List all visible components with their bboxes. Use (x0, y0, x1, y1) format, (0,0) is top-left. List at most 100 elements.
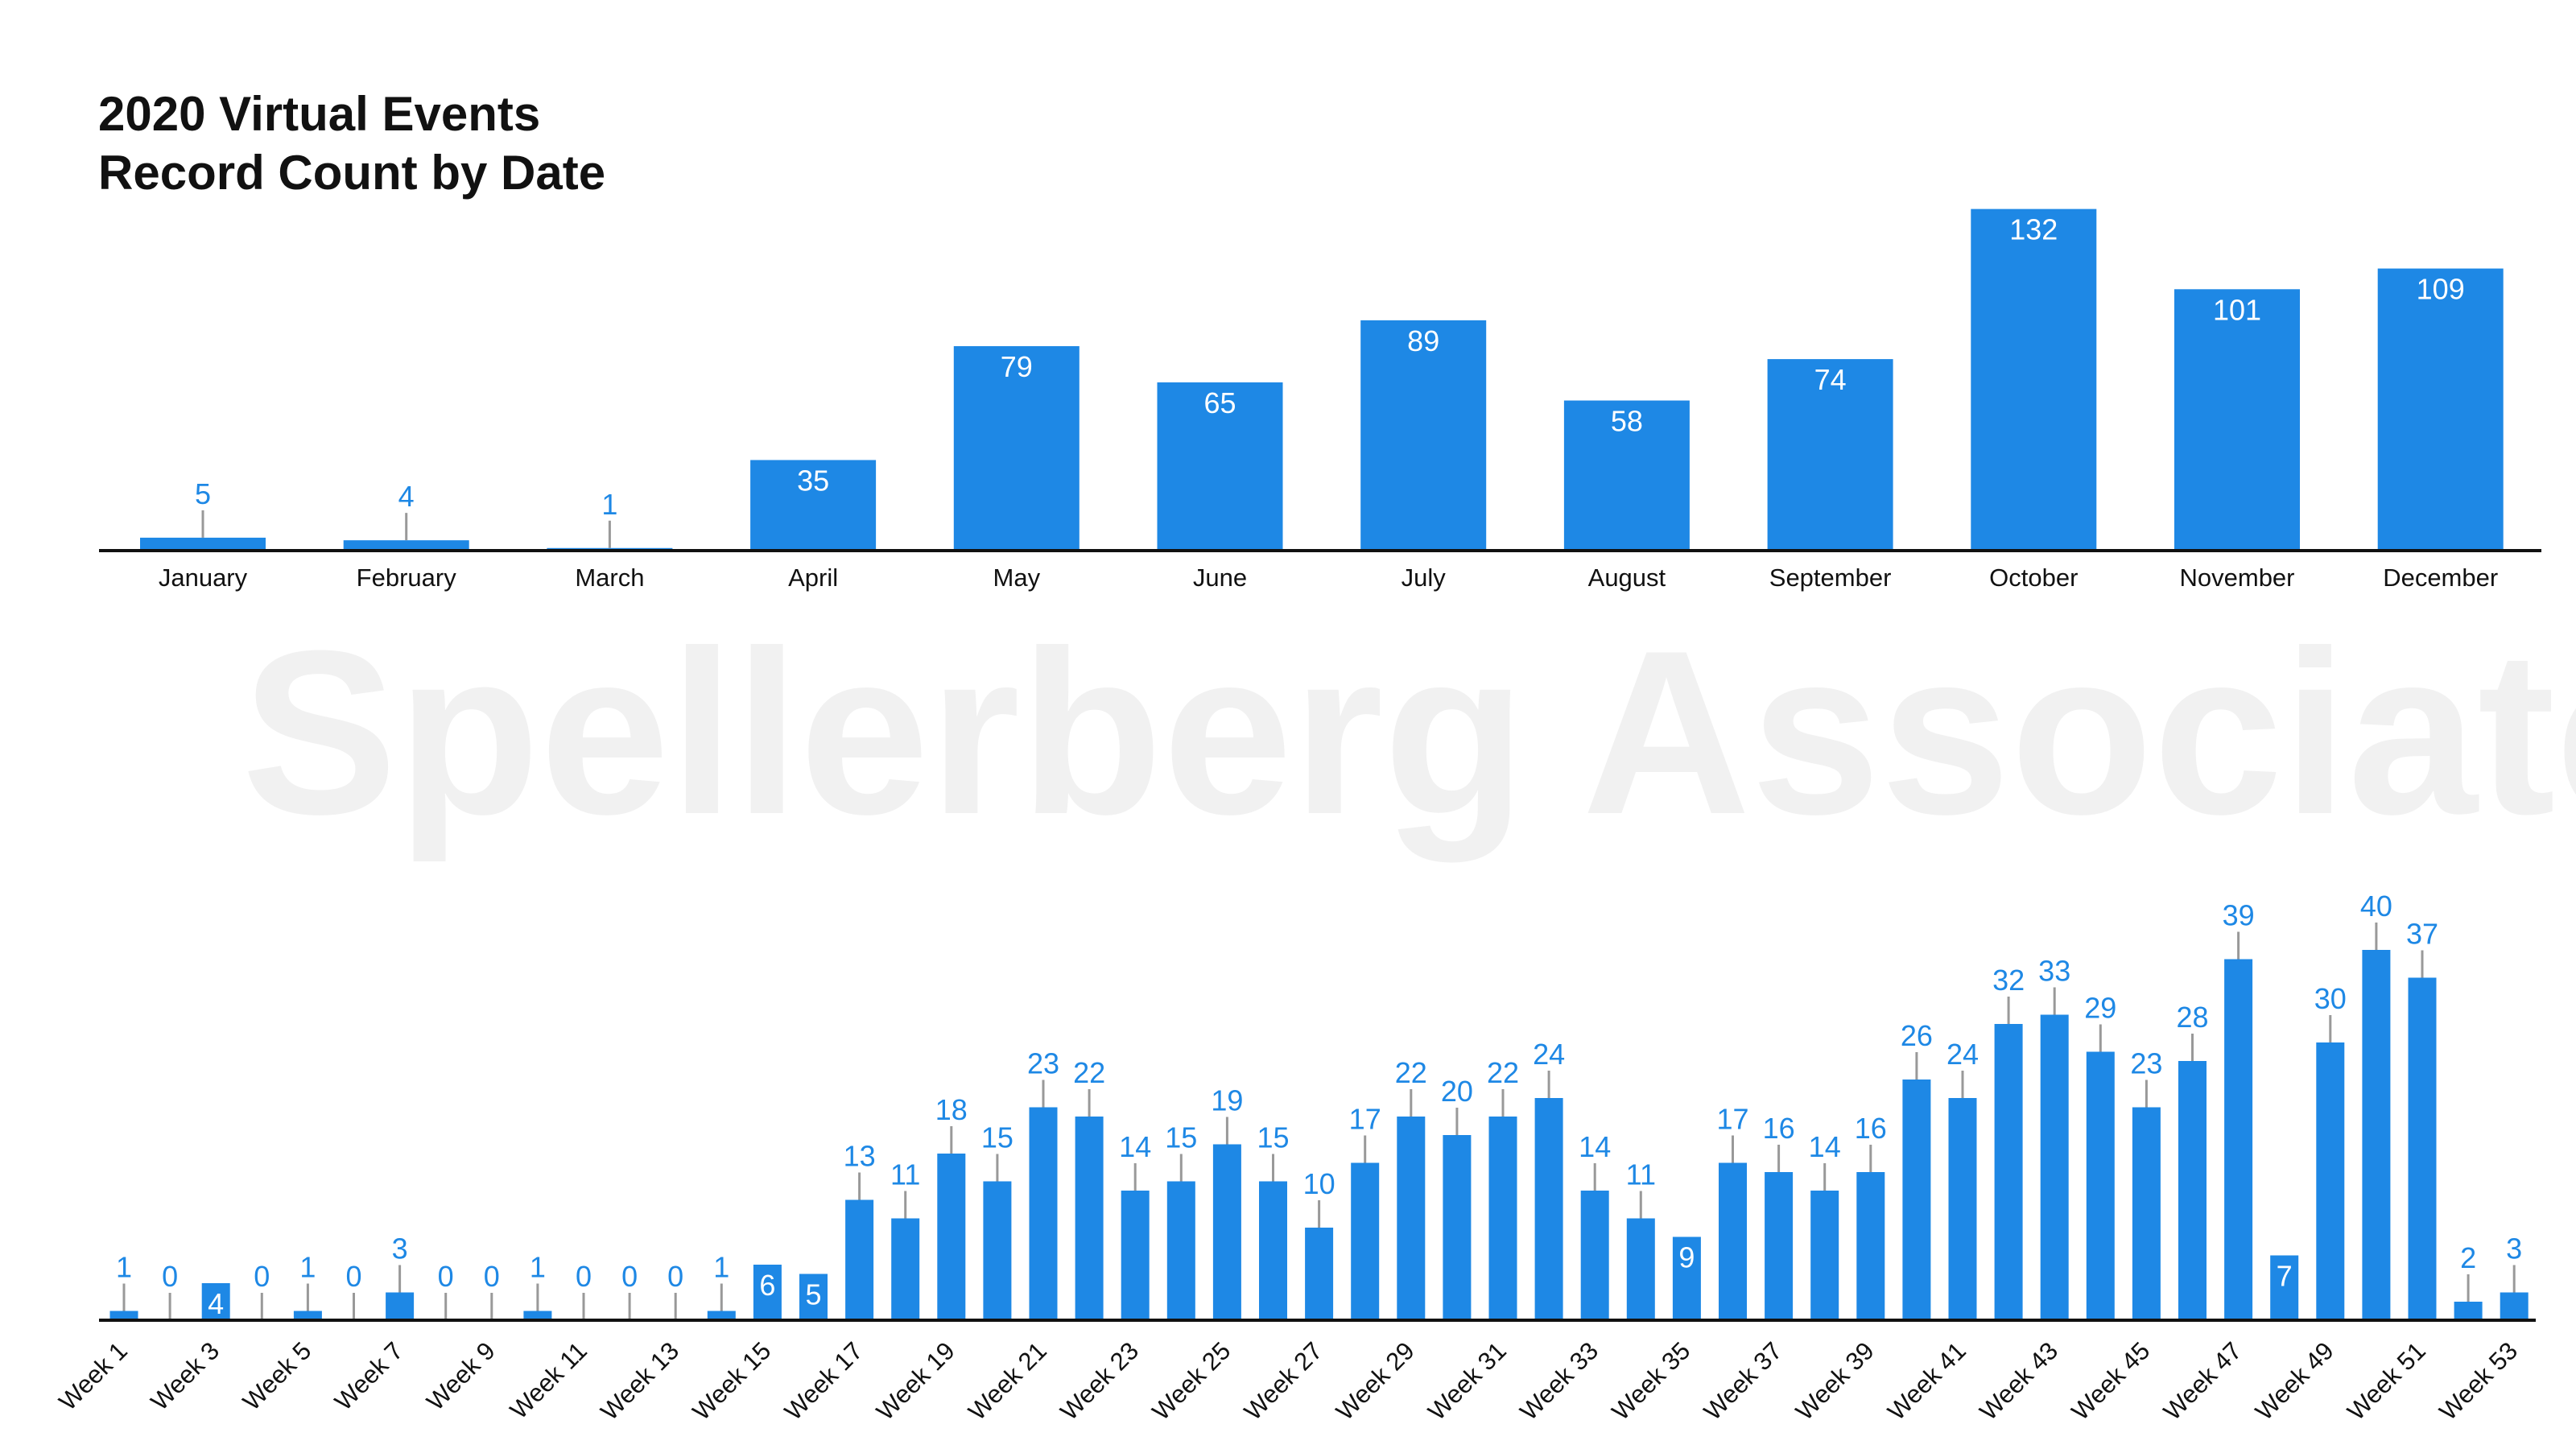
data-label: 5 (805, 1278, 821, 1311)
data-label: 1 (530, 1251, 546, 1284)
data-label: 14 (1119, 1130, 1151, 1163)
data-label: 15 (1165, 1121, 1197, 1154)
data-label: 4 (208, 1287, 224, 1320)
x-tick-label: Week 49 (2250, 1336, 2339, 1426)
x-tick-label: February (357, 564, 457, 592)
bar (750, 460, 877, 551)
data-label: 17 (1716, 1103, 1748, 1136)
x-tick-label: January (159, 564, 248, 592)
data-label: 40 (2360, 890, 2392, 923)
bar (1719, 1162, 1747, 1320)
chart-title-line-2: Record Count by Date (98, 146, 605, 200)
bar (799, 1274, 828, 1320)
data-label: 1 (116, 1251, 132, 1284)
x-tick-label: Week 11 (505, 1336, 592, 1424)
data-label: 33 (2038, 955, 2070, 988)
bar (1157, 382, 1283, 551)
x-tick-label: Week 21 (963, 1336, 1052, 1426)
x-tick-label: Week 31 (1422, 1336, 1512, 1426)
bar (1810, 1191, 1839, 1320)
data-label: 23 (1027, 1047, 1059, 1080)
x-tick-label: Week 13 (595, 1336, 684, 1426)
data-label: 32 (1992, 964, 2025, 997)
data-label: 16 (1855, 1112, 1887, 1145)
bar (2270, 1255, 2299, 1320)
data-label: 7 (2277, 1260, 2293, 1293)
data-label: 1 (299, 1251, 316, 1284)
bar (1488, 1117, 1517, 1320)
x-tick-label: Week 39 (1790, 1336, 1880, 1426)
x-tick-label: July (1402, 564, 1447, 592)
bar (523, 1311, 552, 1320)
x-tick-label: November (2180, 564, 2295, 592)
bar (2132, 1107, 2161, 1320)
data-label: 3 (2506, 1232, 2522, 1265)
data-label: 28 (2176, 1001, 2208, 1034)
data-label: 9 (1678, 1241, 1695, 1274)
bar (1580, 1191, 1609, 1320)
bar (2040, 1014, 2069, 1320)
bar (1672, 1236, 1701, 1320)
data-label: 5 (195, 477, 211, 510)
data-label: 22 (1487, 1056, 1519, 1089)
data-label: 23 (2130, 1047, 2162, 1080)
bar (891, 1218, 920, 1320)
bar (2408, 977, 2437, 1320)
bar (2500, 1292, 2529, 1320)
x-tick-label: Week 29 (1331, 1336, 1420, 1426)
bar (1305, 1228, 1334, 1320)
data-label: 1 (601, 488, 617, 521)
data-label: 1 (713, 1251, 729, 1284)
bar (1765, 1172, 1794, 1320)
bar (2377, 268, 2504, 551)
bar (1948, 1098, 1977, 1320)
bar (201, 1283, 230, 1320)
data-label: 0 (254, 1260, 270, 1293)
bar (1212, 1144, 1241, 1320)
x-tick-label: Week 43 (1974, 1336, 2063, 1426)
x-tick-label: Week 19 (871, 1336, 960, 1426)
bar (1767, 359, 1893, 551)
data-label: 0 (162, 1260, 178, 1293)
bar (1259, 1181, 1287, 1320)
bar (983, 1181, 1012, 1320)
data-label: 15 (981, 1121, 1013, 1154)
data-label: 14 (1579, 1130, 1611, 1163)
bar (1166, 1181, 1195, 1320)
bar (937, 1154, 966, 1320)
data-label: 13 (844, 1140, 876, 1173)
data-label: 17 (1349, 1103, 1381, 1136)
chart-title-line-1: 2020 Virtual Events (98, 87, 540, 141)
x-tick-label: Week 17 (779, 1336, 869, 1426)
x-tick-label: Week 3 (145, 1336, 225, 1416)
x-tick-label: Week 7 (329, 1336, 409, 1416)
data-label: 20 (1441, 1075, 1473, 1108)
data-label: 10 (1303, 1167, 1335, 1200)
data-label: 30 (2314, 982, 2347, 1015)
bar (2454, 1302, 2483, 1320)
data-label: 6 (759, 1269, 775, 1302)
data-label: 24 (1946, 1038, 1979, 1071)
x-tick-label: June (1193, 564, 1247, 592)
monthly-chart: 5 January 4 February 1 March 35 April 79 May 65 Jun… (99, 208, 2541, 592)
x-tick-label: October (1989, 564, 2078, 592)
bar (2316, 1042, 2345, 1320)
x-tick-label: Week 23 (1055, 1336, 1144, 1426)
data-label: 0 (621, 1260, 638, 1293)
x-tick-label: Week 27 (1239, 1336, 1328, 1426)
data-label: 65 (1203, 386, 1236, 419)
x-tick-label: Week 25 (1146, 1336, 1236, 1426)
data-label: 58 (1611, 405, 1643, 438)
bar (1360, 320, 1487, 551)
bar (1075, 1117, 1104, 1320)
data-label: 26 (1901, 1019, 1933, 1052)
data-label: 19 (1211, 1084, 1243, 1117)
bar (1971, 208, 2097, 551)
x-tick-label: April (788, 564, 838, 592)
bar (2362, 950, 2391, 1320)
bar (1121, 1191, 1150, 1320)
bar (1029, 1107, 1058, 1320)
bar (1351, 1162, 1380, 1320)
data-label: 132 (2009, 213, 2058, 246)
